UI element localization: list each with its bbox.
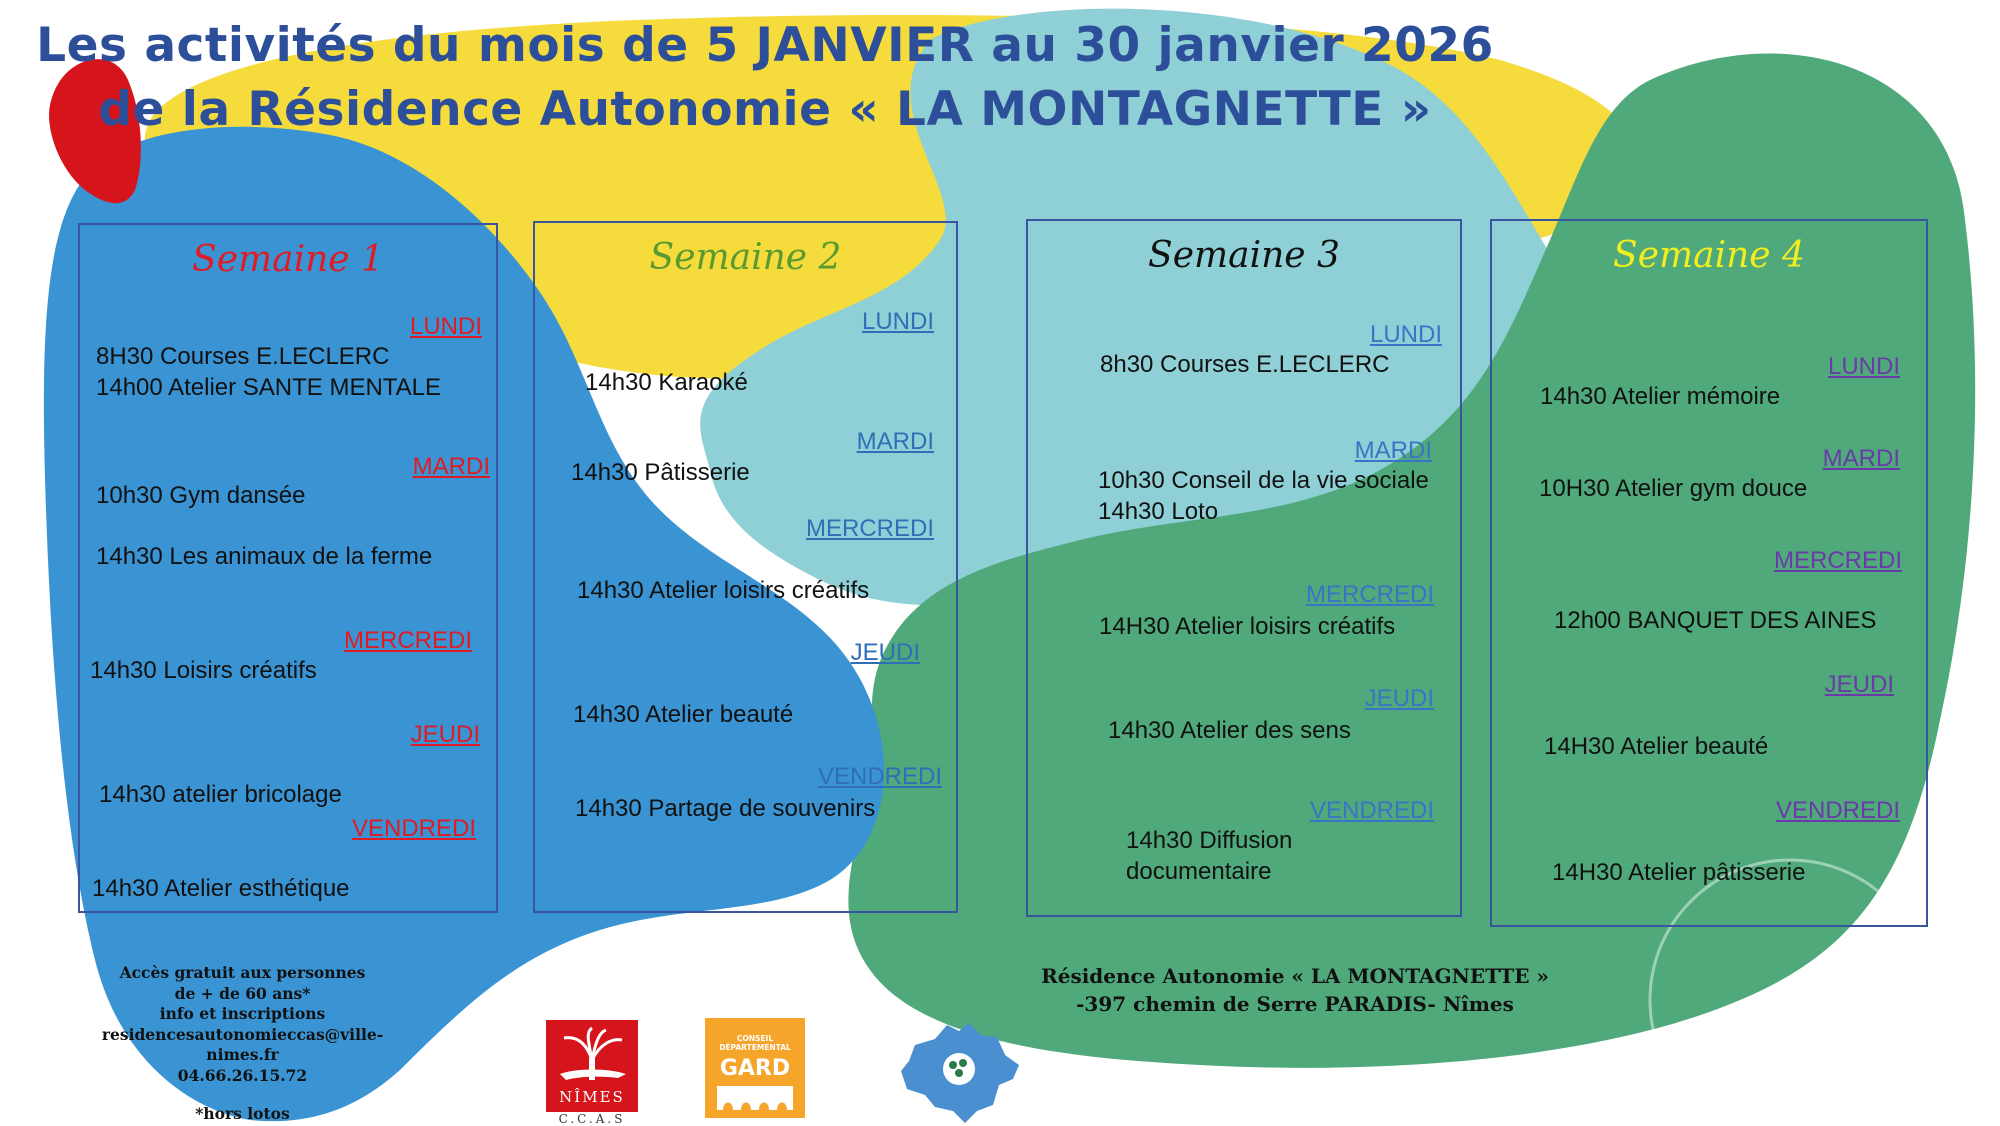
week-4-day-mardi: MARDI: [1822, 445, 1900, 472]
nimes-logo-name: NÎMES: [559, 1088, 625, 1106]
gard-logo: CONSEIL DÉPARTEMENTAL GARD: [705, 1018, 805, 1118]
week-3-activity: 14h30 Diffusion: [1126, 827, 1293, 854]
week-4-day-jeudi: JEUDI: [1824, 671, 1894, 698]
week-2-activity: 14h30 Karaoké: [585, 369, 748, 396]
blue-blob: [43, 126, 885, 1122]
nimes-ccas-logo: NÎMES C.C.A.S: [546, 1020, 638, 1126]
week-1-day-jeudi: JEUDI: [410, 721, 480, 748]
week-1-activity: 14h30 atelier bricolage: [99, 781, 342, 808]
week-3-activity: 14H30 Atelier loisirs créatifs: [1099, 613, 1396, 640]
crocodile-palm-icon: [560, 1026, 626, 1080]
week-1-activity: 14h30 Les animaux de la ferme: [96, 543, 433, 570]
gard-logo-top: CONSEIL DÉPARTEMENTAL: [719, 1034, 791, 1052]
residence-address: Résidence Autonomie « LA MONTAGNETTE » -…: [1035, 962, 1555, 1018]
contact-email: residencesautonomieccas@ville-nimes.fr: [101, 1024, 384, 1065]
access-line: info et inscriptions: [159, 1004, 326, 1023]
week-2-day-jeudi: JEUDI: [850, 639, 920, 666]
week-4-box: Semaine 4 LUNDI 14h30 Atelier mémoire MA…: [1490, 219, 1928, 927]
week-4-activity: 12h00 BANQUET DES AINES: [1554, 607, 1877, 634]
week-2-day-mercredi: MERCREDI: [805, 515, 934, 542]
week-1-day-mercredi: MERCREDI: [343, 627, 472, 654]
week-4-day-mercredi: MERCREDI: [1773, 547, 1902, 574]
week-1-day-vendredi: VENDREDI: [351, 815, 476, 842]
week-2-activity: 14h30 Partage de souvenirs: [575, 795, 876, 822]
week-4-activity: 10H30 Atelier gym douce: [1539, 475, 1808, 502]
week-3-day-mercredi: MERCREDI: [1305, 581, 1434, 608]
week-2-box: Semaine 2 LUNDI 14h30 Karaoké MARDI 14h3…: [533, 221, 958, 913]
page-title-line-2: de la Résidence Autonomie « LA MONTAGNET…: [98, 82, 1432, 137]
green-blob: [848, 53, 1976, 1068]
week-1-day-lundi: LUNDI: [409, 313, 482, 340]
week-1-activity: 14h30 Loisirs créatifs: [90, 657, 317, 684]
week-2-activity: 14h30 Atelier loisirs créatifs: [577, 577, 870, 604]
week-3-activity: 8h30 Courses E.LECLERC: [1100, 351, 1390, 378]
week-2-day-lundi: LUNDI: [861, 308, 934, 335]
week-2-activity: 14h30 Atelier beauté: [573, 701, 794, 728]
address-line: -397 chemin de Serre PARADIS- Nîmes: [1076, 992, 1514, 1016]
week-3-day-lundi: LUNDI: [1369, 321, 1442, 348]
pont-du-gard-icon: [717, 1086, 793, 1110]
week-4-day-vendredi: VENDREDI: [1775, 797, 1900, 824]
week-3-day-jeudi: JEUDI: [1364, 685, 1434, 712]
watermark-circle: [1648, 858, 1932, 1126]
page-title-line-1: Les activités du mois de 5 JANVIER au 30…: [36, 18, 1494, 73]
access-line: de + de 60 ans*: [174, 983, 311, 1003]
gard-logo-name: GARD: [719, 1056, 791, 1081]
week-3-title: Semaine 3: [1148, 235, 1340, 276]
nimes-logo-sub: C.C.A.S: [558, 1112, 626, 1126]
week-3-day-vendredi: VENDREDI: [1309, 797, 1434, 824]
week-1-activity: 10h30 Gym dansée: [96, 482, 306, 509]
address-line: Résidence Autonomie « LA MONTAGNETTE »: [1041, 964, 1549, 988]
teal-blob: [700, 8, 1581, 606]
week-1-activity: 14h00 Atelier SANTE MENTALE: [96, 374, 442, 401]
week-2-activity: 14h30 Pâtisserie: [571, 459, 750, 486]
access-line: Accès gratuit aux personnes: [119, 963, 366, 982]
week-3-activity: 14h30 Atelier des sens: [1108, 717, 1351, 744]
week-1-activity: 8H30 Courses E.LECLERC: [96, 343, 390, 370]
week-2-day-mardi: MARDI: [856, 428, 934, 455]
week-4-activity: 14h30 Atelier mémoire: [1540, 383, 1781, 410]
access-info: Accès gratuit aux personnes de + de 60 a…: [70, 963, 415, 1125]
week-2-title: Semaine 2: [649, 237, 842, 278]
week-4-day-lundi: LUNDI: [1827, 353, 1900, 380]
week-3-activity: 14h30 Loto: [1098, 498, 1219, 525]
week-2-day-vendredi: VENDREDI: [817, 763, 942, 790]
region-map-icon: [901, 1023, 1019, 1123]
week-3-activity: documentaire: [1126, 858, 1272, 885]
week-1-title: Semaine 1: [192, 239, 384, 280]
week-4-title: Semaine 4: [1613, 235, 1805, 276]
week-1-box: Semaine 1 LUNDI 8H30 Courses E.LECLERC 1…: [78, 223, 498, 913]
week-3-day-mardi: MARDI: [1354, 437, 1432, 464]
red-blob: [49, 59, 141, 204]
week-3-box: Semaine 3 LUNDI 8h30 Courses E.LECLERC M…: [1026, 219, 1462, 917]
week-1-day-mardi: MARDI: [412, 453, 490, 480]
footnote: *hors lotos: [195, 1104, 290, 1123]
week-4-activity: 14H30 Atelier beauté: [1544, 733, 1769, 760]
week-3-activity: 10h30 Conseil de la vie sociale: [1098, 467, 1429, 494]
week-4-activity: 14H30 Atelier pâtisserie: [1552, 859, 1806, 886]
week-1-activity: 14h30 Atelier esthétique: [92, 875, 350, 902]
contact-phone: 04.66.26.15.72: [177, 1065, 308, 1085]
